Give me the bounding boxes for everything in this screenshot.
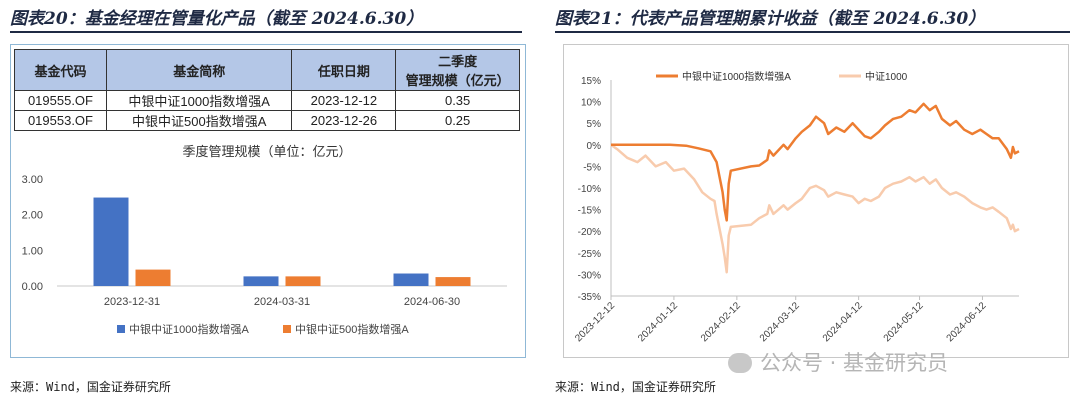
header-start-date: 任职日期 <box>291 49 397 91</box>
cell-fund-code: 019555.OF <box>14 90 107 111</box>
header-aum-line1: 二季度 <box>438 54 478 69</box>
y-tick-label: -15% <box>578 206 601 217</box>
y-tick-label: 3.00 <box>22 174 43 186</box>
watermark-text: 公众号 · 基金研究员 <box>760 351 949 375</box>
bar <box>285 276 321 286</box>
table-header-row: 基金代码 基金简称 任职日期 二季度 管理规模（亿元） <box>14 49 520 91</box>
y-tick-label: 15% <box>581 76 601 87</box>
y-tick-label: -35% <box>578 292 601 303</box>
x-tick-label: 2023-12-12 <box>573 300 617 344</box>
left-title-rule <box>10 31 522 33</box>
x-tick-label: 2024-04-12 <box>821 300 865 344</box>
y-tick-label: 2.00 <box>22 210 43 222</box>
legend-swatch <box>117 325 125 333</box>
legend-label: 中银中证1000指数增强A <box>682 70 791 83</box>
cell-aum: 0.25 <box>395 110 520 131</box>
left-figure-frame <box>10 44 526 358</box>
y-tick-label: 10% <box>581 98 601 109</box>
header-fund-code: 基金代码 <box>14 49 107 91</box>
fund-table: 基金代码 基金简称 任职日期 二季度 管理规模（亿元） 019555.OF 中银… <box>14 49 520 131</box>
x-tick-label: 2024-02-12 <box>699 300 743 344</box>
legend-label: 中银中证1000指数增强A <box>129 322 249 336</box>
cell-fund-code: 019553.OF <box>14 110 107 131</box>
bar <box>135 269 171 286</box>
y-tick-label: -10% <box>578 184 601 195</box>
x-tick-label: 2024-06-12 <box>945 300 989 344</box>
y-tick-label: 0% <box>587 141 602 152</box>
y-tick-label: -30% <box>578 270 601 281</box>
y-tick-label: 1.00 <box>22 245 43 257</box>
right-source: 来源：Wind，国金证券研究所 <box>555 380 716 394</box>
y-tick-label: 0.00 <box>22 281 43 293</box>
table-row: 019555.OF 中银中证1000指数增强A 2023-12-12 0.35 <box>14 90 520 111</box>
bar <box>393 273 429 286</box>
right-figure-frame <box>563 44 1069 358</box>
header-aum-line2: 管理规模（亿元） <box>405 73 510 88</box>
x-tick-label: 2024-06-30 <box>404 296 460 308</box>
header-fund-name: 基金简称 <box>105 49 293 91</box>
x-tick-label: 2024-01-12 <box>636 300 680 344</box>
cumulative-return-line-chart: 15%10%5%0%-5%-10%-15%-20%-25%-30%-35%202… <box>573 70 1020 344</box>
left-figure-title: 图表20：基金经理在管量化产品（截至 2024.6.30） <box>10 9 424 29</box>
y-tick-label: -20% <box>578 227 601 238</box>
x-tick-label: 2023-12-31 <box>104 296 160 308</box>
bar <box>435 277 471 286</box>
cell-start-date: 2023-12-26 <box>291 110 397 131</box>
watermark: 公众号 · 基金研究员 <box>728 347 948 377</box>
bar-chart-title: 季度管理规模（单位：亿元） <box>182 144 351 159</box>
x-tick-label: 2024-05-12 <box>882 300 926 344</box>
right-title-rule <box>555 31 1070 33</box>
wechat-icon <box>728 353 752 373</box>
table-row: 019553.OF 中银中证500指数增强A 2023-12-26 0.25 <box>14 110 520 131</box>
legend-swatch <box>283 325 291 333</box>
legend-label: 中银中证500指数增强A <box>295 322 409 336</box>
cell-start-date: 2023-12-12 <box>291 90 397 111</box>
y-tick-label: 5% <box>587 119 602 130</box>
cell-fund-name: 中银中证500指数增强A <box>105 110 293 131</box>
series-line <box>611 102 1020 222</box>
legend-label: 中证1000 <box>865 70 908 83</box>
x-tick-label: 2024-03-31 <box>254 296 310 308</box>
cell-fund-name: 中银中证1000指数增强A <box>105 90 293 111</box>
x-tick-label: 2024-03-12 <box>758 300 802 344</box>
header-aum: 二季度 管理规模（亿元） <box>395 49 520 91</box>
right-figure-title: 图表21：代表产品管理期累计收益（截至 2024.6.30） <box>555 9 986 29</box>
aum-bar-chart: 季度管理规模（单位：亿元） 0.00 1.00 2.00 3.00 2023-12-31 2… <box>22 144 507 336</box>
series-line <box>610 143 1020 274</box>
cell-aum: 0.35 <box>395 90 520 111</box>
y-tick-label: -5% <box>583 162 601 173</box>
bar <box>243 276 279 286</box>
bar <box>93 197 129 286</box>
y-tick-label: -25% <box>578 249 601 260</box>
left-source: 来源：Wind，国金证券研究所 <box>10 380 171 394</box>
